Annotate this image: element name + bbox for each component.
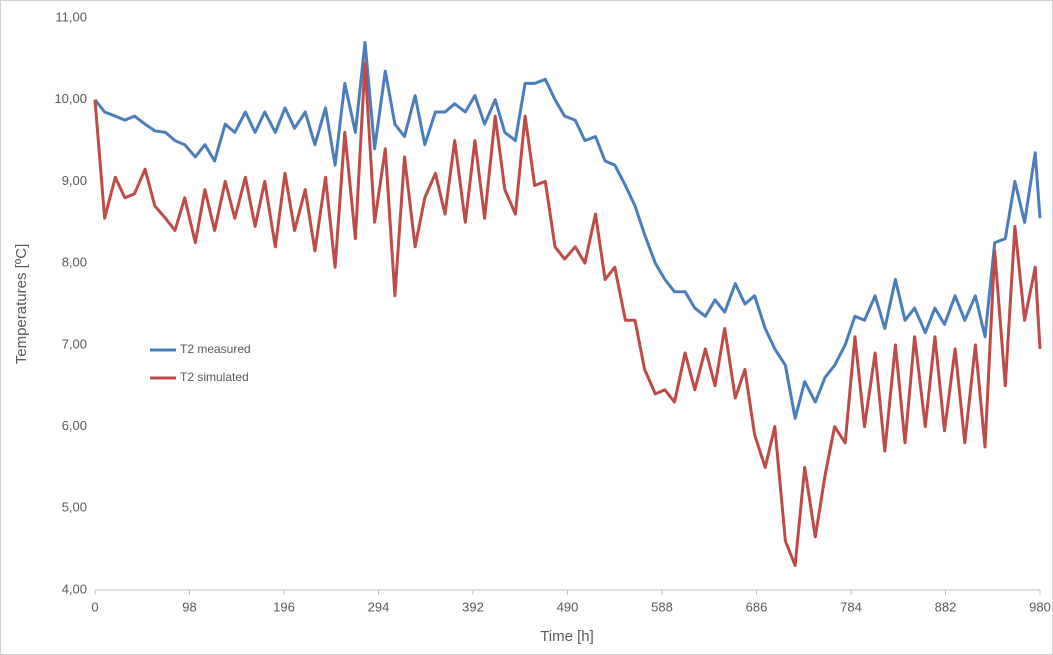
- x-tick-label: 588: [651, 599, 673, 614]
- x-tick-label: 784: [840, 599, 862, 614]
- legend-label: T2 measured: [180, 342, 251, 356]
- x-tick-label: 490: [557, 599, 579, 614]
- y-tick-label: 11,00: [55, 9, 87, 24]
- y-axis-title: Temperatures [ºC]: [13, 244, 30, 365]
- y-tick-label: 6,00: [62, 418, 87, 433]
- x-tick-label: 686: [746, 599, 768, 614]
- x-tick-label: 392: [462, 599, 484, 614]
- x-tick-label: 196: [273, 599, 295, 614]
- x-tick-label: 294: [368, 599, 390, 614]
- x-tick-label: 882: [935, 599, 957, 614]
- y-tick-label: 5,00: [62, 500, 87, 515]
- y-tick-label: 7,00: [62, 336, 87, 351]
- y-tick-label: 10,00: [54, 91, 87, 106]
- y-tick-label: 9,00: [62, 173, 87, 188]
- data-line: [93, 41, 1042, 420]
- y-tick-label: 4,00: [62, 581, 87, 596]
- x-tick-label: 98: [182, 599, 196, 614]
- legend-label: T2 simulated: [180, 370, 249, 384]
- x-tick-label: 980: [1029, 599, 1051, 614]
- data-line: [93, 61, 1042, 567]
- x-axis-title: Time [h]: [540, 628, 594, 645]
- y-tick-label: 8,00: [62, 255, 87, 270]
- x-tick-label: 0: [91, 599, 98, 614]
